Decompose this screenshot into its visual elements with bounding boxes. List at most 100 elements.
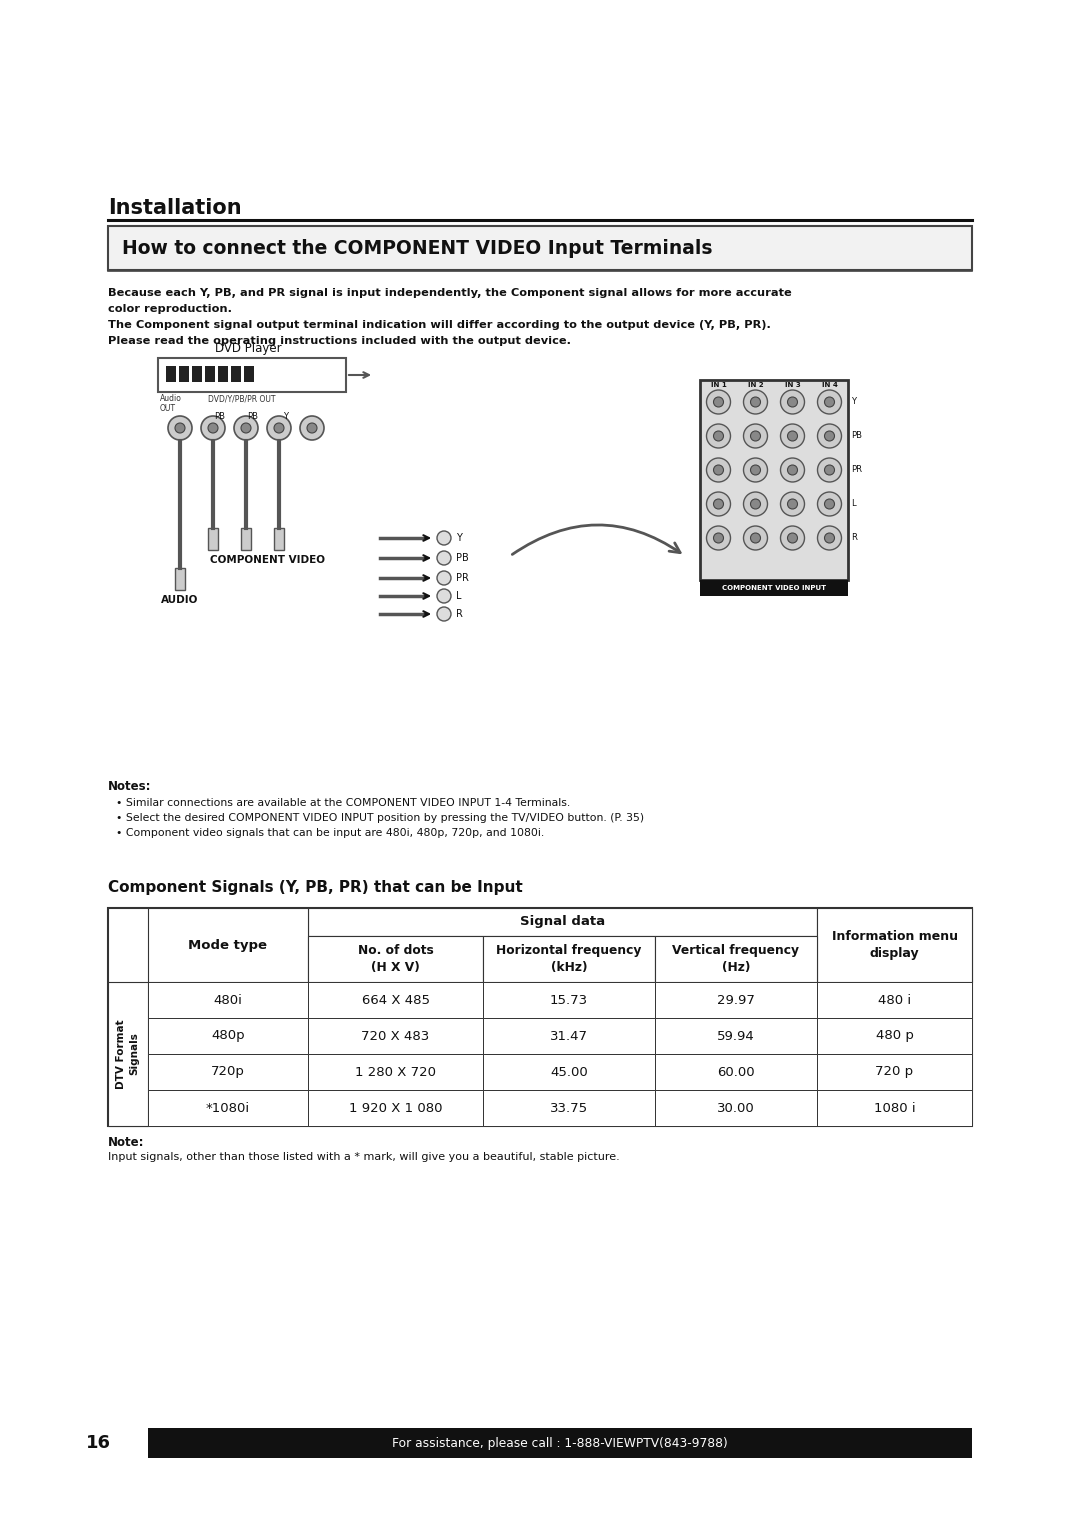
Text: 480i: 480i bbox=[214, 993, 242, 1007]
Text: Notes:: Notes: bbox=[108, 779, 151, 793]
Text: 720 p: 720 p bbox=[876, 1065, 914, 1079]
Circle shape bbox=[743, 390, 768, 414]
Circle shape bbox=[787, 500, 797, 509]
Circle shape bbox=[787, 465, 797, 475]
Bar bbox=[308, 1018, 483, 1054]
Circle shape bbox=[743, 423, 768, 448]
Bar bbox=[654, 1089, 816, 1126]
Circle shape bbox=[743, 526, 768, 550]
Text: IN 2: IN 2 bbox=[747, 382, 764, 388]
Text: No. of dots
(H X V): No. of dots (H X V) bbox=[357, 944, 433, 973]
Circle shape bbox=[818, 458, 841, 481]
Text: 1 920 X 1 080: 1 920 X 1 080 bbox=[349, 1102, 442, 1114]
Bar bbox=[654, 1054, 816, 1089]
Circle shape bbox=[751, 431, 760, 442]
Text: PR: PR bbox=[851, 466, 862, 475]
Circle shape bbox=[714, 397, 724, 406]
Circle shape bbox=[437, 532, 451, 545]
Text: DVD Player: DVD Player bbox=[215, 342, 281, 354]
Text: 60.00: 60.00 bbox=[717, 1065, 755, 1079]
Circle shape bbox=[824, 533, 835, 542]
Text: *1080i: *1080i bbox=[206, 1102, 251, 1114]
Text: R: R bbox=[456, 610, 463, 619]
Text: PB: PB bbox=[456, 553, 469, 562]
Bar bbox=[816, 1018, 972, 1054]
Text: L: L bbox=[456, 591, 461, 601]
Circle shape bbox=[706, 526, 730, 550]
Text: DVD/Y/PB/PR OUT: DVD/Y/PB/PR OUT bbox=[208, 394, 275, 403]
Circle shape bbox=[234, 416, 258, 440]
Circle shape bbox=[706, 458, 730, 481]
Bar bbox=[148, 1054, 308, 1089]
FancyArrowPatch shape bbox=[512, 526, 680, 555]
Circle shape bbox=[714, 533, 724, 542]
Text: color reproduction.: color reproduction. bbox=[108, 304, 232, 313]
Circle shape bbox=[168, 416, 192, 440]
Text: Note:: Note: bbox=[108, 1135, 145, 1149]
Bar bbox=[308, 1089, 483, 1126]
Text: R: R bbox=[851, 533, 856, 542]
Circle shape bbox=[437, 607, 451, 620]
Circle shape bbox=[824, 431, 835, 442]
Circle shape bbox=[818, 390, 841, 414]
Bar bbox=[816, 1089, 972, 1126]
Circle shape bbox=[274, 423, 284, 432]
Text: Y: Y bbox=[851, 397, 856, 406]
Circle shape bbox=[208, 423, 218, 432]
Circle shape bbox=[437, 552, 451, 565]
Circle shape bbox=[175, 423, 185, 432]
Bar bbox=[654, 937, 816, 983]
Circle shape bbox=[743, 492, 768, 516]
Text: PB: PB bbox=[851, 431, 862, 440]
Circle shape bbox=[267, 416, 291, 440]
Bar bbox=[158, 358, 346, 393]
Circle shape bbox=[714, 500, 724, 509]
Circle shape bbox=[818, 492, 841, 516]
Circle shape bbox=[781, 458, 805, 481]
Bar bbox=[816, 983, 972, 1018]
Text: Y: Y bbox=[456, 533, 462, 542]
Circle shape bbox=[787, 397, 797, 406]
Bar bbox=[148, 1018, 308, 1054]
Circle shape bbox=[751, 465, 760, 475]
Text: Input signals, other than those listed with a * mark, will give you a beautiful,: Input signals, other than those listed w… bbox=[108, 1152, 620, 1161]
Bar bbox=[483, 983, 654, 1018]
Bar bbox=[700, 581, 848, 596]
Circle shape bbox=[714, 465, 724, 475]
Bar bbox=[308, 1054, 483, 1089]
Text: PB: PB bbox=[215, 413, 226, 422]
Text: DTV Format
Signals: DTV Format Signals bbox=[117, 1019, 139, 1089]
Bar bbox=[483, 937, 654, 983]
Bar bbox=[148, 1089, 308, 1126]
Text: 480 p: 480 p bbox=[876, 1030, 914, 1042]
Text: Component Signals (Y, PB, PR) that can be Input: Component Signals (Y, PB, PR) that can b… bbox=[108, 880, 523, 895]
Circle shape bbox=[743, 458, 768, 481]
Text: Horizontal frequency
(kHz): Horizontal frequency (kHz) bbox=[497, 944, 642, 973]
Text: The Component signal output terminal indication will differ according to the out: The Component signal output terminal ind… bbox=[108, 319, 771, 330]
Text: 1 280 X 720: 1 280 X 720 bbox=[355, 1065, 436, 1079]
Bar bbox=[654, 983, 816, 1018]
Bar bbox=[192, 367, 202, 382]
Bar bbox=[816, 1054, 972, 1089]
Circle shape bbox=[201, 416, 225, 440]
Bar bbox=[244, 367, 254, 382]
Text: PB: PB bbox=[247, 413, 258, 422]
Bar bbox=[148, 1429, 972, 1458]
Circle shape bbox=[714, 431, 724, 442]
Circle shape bbox=[751, 397, 760, 406]
Text: Mode type: Mode type bbox=[189, 938, 268, 952]
Text: Because each Y, PB, and PR signal is input independently, the Component signal a: Because each Y, PB, and PR signal is inp… bbox=[108, 287, 792, 298]
Text: • Similar connections are available at the COMPONENT VIDEO INPUT 1-4 Terminals.: • Similar connections are available at t… bbox=[116, 798, 570, 808]
Text: Information menu
display: Information menu display bbox=[832, 931, 958, 960]
Text: Audio
OUT: Audio OUT bbox=[160, 394, 181, 413]
Text: 16: 16 bbox=[85, 1433, 110, 1452]
Circle shape bbox=[751, 533, 760, 542]
Bar bbox=[654, 1018, 816, 1054]
Bar bbox=[308, 983, 483, 1018]
Bar bbox=[700, 380, 848, 581]
Text: 720p: 720p bbox=[211, 1065, 245, 1079]
Circle shape bbox=[437, 588, 451, 604]
Circle shape bbox=[824, 500, 835, 509]
Bar bbox=[218, 367, 228, 382]
Circle shape bbox=[706, 492, 730, 516]
